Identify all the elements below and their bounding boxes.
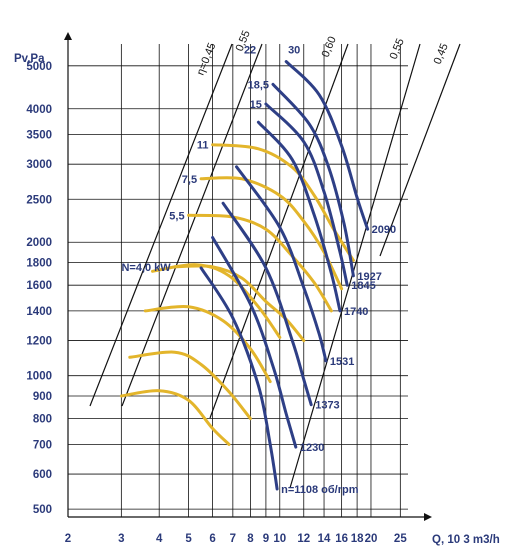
y-tick-label-2000: 2000 bbox=[26, 237, 52, 249]
y-tick-label-4000: 4000 bbox=[26, 104, 52, 116]
y-tick-label-2500: 2500 bbox=[26, 194, 52, 206]
y-axis-arrow bbox=[64, 32, 72, 40]
speed-curve-4 bbox=[235, 165, 328, 363]
grid bbox=[67, 44, 408, 517]
x-tick-label-12: 12 bbox=[297, 533, 310, 545]
x-tick-label-14: 14 bbox=[318, 533, 331, 545]
speed-label-3: 1373 bbox=[315, 400, 339, 412]
x-axis-arrow bbox=[424, 513, 432, 521]
power-label-3: 7,5 bbox=[182, 174, 197, 186]
efficiency-line-5 bbox=[379, 43, 461, 257]
x-tick-label-9: 9 bbox=[263, 533, 269, 545]
x-tick-label-8: 8 bbox=[247, 533, 254, 545]
y-tick-label-1800: 1800 bbox=[26, 258, 52, 270]
y-tick-label-900: 900 bbox=[33, 391, 52, 403]
speed-curve-6 bbox=[264, 102, 349, 287]
x-tick-label-18: 18 bbox=[351, 533, 364, 545]
efficiency-line-2 bbox=[121, 43, 263, 407]
x-tick-label-4: 4 bbox=[156, 533, 163, 545]
efficiency-lines: η=0,450,55 0,60 0,55 0,45 bbox=[89, 29, 461, 489]
x-tick-label-5: 5 bbox=[185, 533, 192, 545]
speed-label-7: 1927 bbox=[357, 271, 381, 283]
x-tick-label-3: 3 bbox=[118, 533, 124, 545]
y-tick-label-1600: 1600 bbox=[26, 280, 52, 292]
y-tick-label-1200: 1200 bbox=[26, 336, 52, 348]
power-label-2: 5,5 bbox=[169, 210, 184, 222]
power-curve-8 bbox=[151, 263, 282, 339]
speed-label-4: 1531 bbox=[330, 356, 354, 368]
x-axis-title: Q, 10 3 m3/h bbox=[432, 534, 500, 546]
power-point-label-3: 22 bbox=[244, 45, 256, 57]
efficiency-line-4 bbox=[289, 43, 421, 489]
speed-curve-1 bbox=[199, 266, 279, 491]
speed-label-6: 1845 bbox=[351, 280, 375, 292]
efficiency-label-5: 0,45 bbox=[432, 42, 451, 66]
y-tick-label-1000: 1000 bbox=[26, 371, 52, 383]
power-curve-5 bbox=[119, 389, 231, 446]
efficiency-line-1 bbox=[89, 43, 233, 407]
speed-curves bbox=[199, 60, 370, 491]
speed-curve-3 bbox=[221, 201, 313, 407]
power-label-1: N=4,0 kW bbox=[121, 262, 171, 274]
y-tick-label-3000: 3000 bbox=[26, 159, 52, 171]
y-axis-title: Pv,Pa bbox=[14, 53, 45, 65]
x-tick-label-10: 10 bbox=[273, 533, 286, 545]
speed-curve-5 bbox=[256, 120, 342, 313]
speed-label-5: 1740 bbox=[344, 306, 368, 318]
axes: 2 3 4 5 6 7 8 9 10 12 14 16 18 20 25 500 600 700 800 900 100… bbox=[26, 32, 432, 545]
x-tick-label-2: 2 bbox=[65, 533, 71, 545]
speed-label-8: 2090 bbox=[372, 224, 396, 236]
y-tick-label-600: 600 bbox=[33, 469, 52, 481]
efficiency-label-4: 0,55 bbox=[388, 37, 407, 61]
y-tick-label-3500: 3500 bbox=[26, 129, 52, 141]
y-tick-label-1400: 1400 bbox=[26, 306, 52, 318]
x-tick-label-7: 7 bbox=[230, 533, 236, 545]
power-label-4: 11 bbox=[197, 140, 209, 152]
power-point-label-2: 18,5 bbox=[248, 79, 269, 91]
y-tick-label-500: 500 bbox=[33, 504, 52, 516]
speed-curve-8 bbox=[284, 60, 370, 231]
y-tick-label-5000: 5000 bbox=[26, 61, 52, 73]
power-curve-7 bbox=[143, 304, 272, 384]
x-tick-label-25: 25 bbox=[394, 533, 407, 545]
efficiency-label-3: 0,60 bbox=[320, 35, 339, 59]
speed-curve-7 bbox=[271, 82, 355, 278]
power-curve-4 bbox=[211, 143, 355, 262]
y-tick-label-800: 800 bbox=[33, 414, 52, 426]
speed-curve-2 bbox=[211, 236, 298, 449]
x-tick-label-16: 16 bbox=[335, 533, 348, 545]
y-tick-label-700: 700 bbox=[33, 439, 52, 451]
speed-label-2: 1230 bbox=[300, 442, 324, 454]
x-tick-label-20: 20 bbox=[365, 533, 378, 545]
efficiency-label-1: η=0,45 bbox=[195, 41, 219, 77]
speed-label-1: n=1108 об/rpm bbox=[281, 484, 359, 496]
power-point-label-1: 15 bbox=[250, 99, 262, 111]
power-point-label-4: 30 bbox=[288, 45, 300, 57]
power-curve-2 bbox=[187, 213, 333, 313]
power-curve-6 bbox=[128, 350, 252, 421]
x-tick-label-6: 6 bbox=[209, 533, 215, 545]
